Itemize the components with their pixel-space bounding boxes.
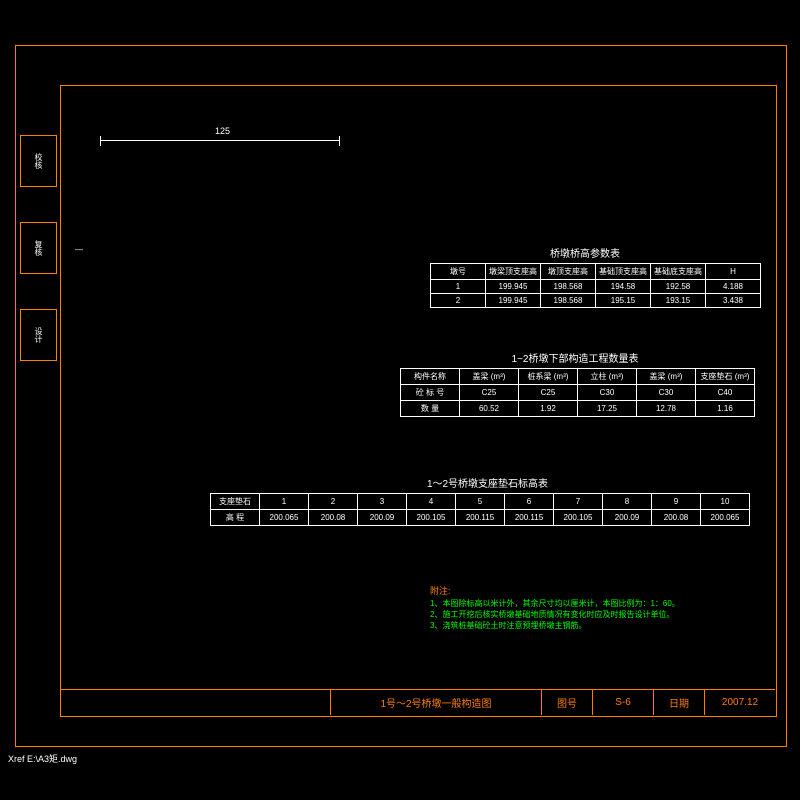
t1-r1c5: 3.438 [706, 294, 761, 308]
t2-r1c2: 1.92 [519, 401, 578, 417]
notes-title: 附注: [430, 585, 680, 598]
t3-h6: 6 [505, 494, 554, 510]
t3-r0c3: 200.09 [358, 510, 407, 526]
t1-r1c4: 193.15 [651, 294, 706, 308]
dimension-label: 125 [215, 126, 230, 136]
t3-h9: 9 [652, 494, 701, 510]
side-tab-1: 校核 [20, 135, 57, 187]
t1-r1c1: 199.945 [486, 294, 541, 308]
t3-h1: 1 [260, 494, 309, 510]
t2-r1c1: 60.52 [460, 401, 519, 417]
t1-r1c2: 198.568 [541, 294, 596, 308]
t3-h2: 2 [309, 494, 358, 510]
t2-r0c1: C25 [460, 385, 519, 401]
t3-h3: 3 [358, 494, 407, 510]
t3-h8: 8 [603, 494, 652, 510]
t2-r1c4: 12.78 [637, 401, 696, 417]
t3-r0c10: 200.065 [701, 510, 750, 526]
t3-r0c7: 200.105 [554, 510, 603, 526]
t1-r0c3: 194.58 [596, 280, 651, 294]
quantity-table-wrap: 1~2桥墩下部构造工程数量表 构件名称 盖梁 (m³) 桩系梁 (m³) 立柱 … [400, 350, 750, 368]
quantity-table: 构件名称 盖梁 (m³) 桩系梁 (m³) 立柱 (m³) 盖梁 (m³) 支座… [400, 368, 755, 417]
side-tab-3: 设计 [20, 309, 57, 361]
t3-h10: 10 [701, 494, 750, 510]
table3-title: 1～2号桥墩支座垫石标高表 [210, 475, 765, 490]
t2-r0c0: 砼 标 号 [401, 385, 460, 401]
t2-h2: 桩系梁 (m³) [519, 369, 578, 385]
t3-h0: 支座垫石 [211, 494, 260, 510]
dimension-line: 125 [100, 140, 340, 141]
sheet-no: S-6 [593, 690, 654, 715]
table1-title: 桥墩桥高参数表 [430, 245, 740, 260]
small-tick: — [75, 245, 83, 254]
drawing-title: 1号～2号桥墩一般构造图 [331, 690, 542, 715]
t3-h5: 5 [456, 494, 505, 510]
t1-r0c0: 1 [431, 280, 486, 294]
t1-r1c0: 2 [431, 294, 486, 308]
t2-h3: 立柱 (m³) [578, 369, 637, 385]
t1-h1: 墩梁顶支座高 [486, 264, 541, 280]
t3-r0c9: 200.08 [652, 510, 701, 526]
t1-h2: 墩顶支座高 [541, 264, 596, 280]
t1-r0c2: 198.568 [541, 280, 596, 294]
t3-r0c8: 200.09 [603, 510, 652, 526]
t2-r0c5: C40 [696, 385, 755, 401]
t1-h3: 基础顶支座高 [596, 264, 651, 280]
date-label: 日期 [654, 690, 705, 715]
t2-r0c2: C25 [519, 385, 578, 401]
pier-height-table-wrap: 桥墩桥高参数表 墩号 墩梁顶支座高 墩顶支座高 基础顶支座高 基础底支座高 H … [430, 245, 740, 263]
side-tab-2: 复核 [20, 222, 57, 274]
side-tabs: 校核 复核 设计 [20, 135, 57, 396]
t3-r0c1: 200.065 [260, 510, 309, 526]
t1-r0c1: 199.945 [486, 280, 541, 294]
table2-title: 1~2桥墩下部构造工程数量表 [400, 350, 750, 365]
t2-h5: 支座垫石 (m³) [696, 369, 755, 385]
note-line-2: 2、施工开挖后核实桥墩基础地质情况有变化时应及时报告设计单位。 [430, 609, 680, 620]
elevation-table: 支座垫石 1 2 3 4 5 6 7 8 9 10 高 程 200.065 20… [210, 493, 750, 526]
t3-h4: 4 [407, 494, 456, 510]
pier-height-table: 墩号 墩梁顶支座高 墩顶支座高 基础顶支座高 基础底支座高 H 1 199.94… [430, 263, 761, 308]
t2-r1c0: 数 量 [401, 401, 460, 417]
t1-h4: 基础底支座高 [651, 264, 706, 280]
title-block-left [60, 690, 331, 715]
date-value: 2007.12 [705, 690, 775, 715]
t2-h1: 盖梁 (m³) [460, 369, 519, 385]
note-line-3: 3、浇筑桩基础砼土时注意预埋桥墩主钢筋。 [430, 620, 680, 631]
title-block: 1号～2号桥墩一般构造图 图号 S-6 日期 2007.12 [60, 689, 775, 715]
elevation-table-wrap: 1～2号桥墩支座垫石标高表 支座垫石 1 2 3 4 5 6 7 8 9 10 … [210, 475, 765, 493]
t1-r0c5: 4.188 [706, 280, 761, 294]
t1-r1c3: 195.15 [596, 294, 651, 308]
notes-block: 附注: 1、本图除标高以米计外，其余尺寸均以厘米计，本图比例为：1：60。 2、… [430, 585, 680, 631]
note-line-1: 1、本图除标高以米计外，其余尺寸均以厘米计，本图比例为：1：60。 [430, 598, 680, 609]
t2-r0c3: C30 [578, 385, 637, 401]
t1-r0c4: 192.58 [651, 280, 706, 294]
t3-r0c5: 200.115 [456, 510, 505, 526]
t3-r0c2: 200.08 [309, 510, 358, 526]
t2-r1c3: 17.25 [578, 401, 637, 417]
t2-h0: 构件名称 [401, 369, 460, 385]
t2-h4: 盖梁 (m³) [637, 369, 696, 385]
t3-r0c0: 高 程 [211, 510, 260, 526]
t3-r0c6: 200.115 [505, 510, 554, 526]
t2-r0c4: C30 [637, 385, 696, 401]
t1-h0: 墩号 [431, 264, 486, 280]
t3-r0c4: 200.105 [407, 510, 456, 526]
xref-label: Xref E:\A3矩.dwg [8, 752, 77, 765]
sheet-label: 图号 [542, 690, 593, 715]
t2-r1c5: 1.16 [696, 401, 755, 417]
t1-h5: H [706, 264, 761, 280]
t3-h7: 7 [554, 494, 603, 510]
